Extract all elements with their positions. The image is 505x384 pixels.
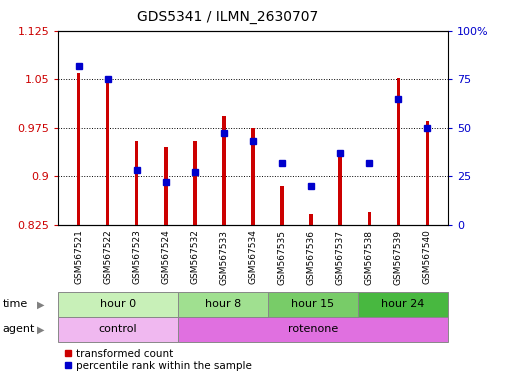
Bar: [135, 141, 138, 225]
Text: rotenone: rotenone: [287, 324, 337, 334]
Bar: [357, 292, 447, 317]
Bar: [222, 116, 225, 225]
Text: ▶: ▶: [37, 299, 44, 310]
Text: control: control: [98, 324, 137, 334]
Bar: [178, 317, 447, 342]
Bar: [309, 214, 312, 225]
Bar: [268, 292, 357, 317]
Bar: [338, 154, 341, 225]
Text: hour 15: hour 15: [291, 299, 334, 310]
Bar: [164, 147, 167, 225]
Legend: transformed count, percentile rank within the sample: transformed count, percentile rank withi…: [63, 349, 251, 371]
Bar: [425, 121, 428, 225]
Text: time: time: [3, 299, 28, 310]
Bar: [280, 186, 283, 225]
Bar: [251, 128, 254, 225]
Bar: [178, 292, 268, 317]
Bar: [77, 73, 80, 225]
Bar: [396, 78, 399, 225]
Text: GDS5341 / ILMN_2630707: GDS5341 / ILMN_2630707: [137, 10, 318, 23]
Bar: [193, 141, 196, 225]
Text: hour 0: hour 0: [100, 299, 136, 310]
Bar: [58, 317, 178, 342]
Text: agent: agent: [3, 324, 35, 334]
Text: ▶: ▶: [37, 324, 44, 334]
Text: hour 8: hour 8: [205, 299, 241, 310]
Bar: [58, 292, 178, 317]
Bar: [367, 212, 370, 225]
Bar: [106, 83, 109, 225]
Text: hour 24: hour 24: [380, 299, 424, 310]
